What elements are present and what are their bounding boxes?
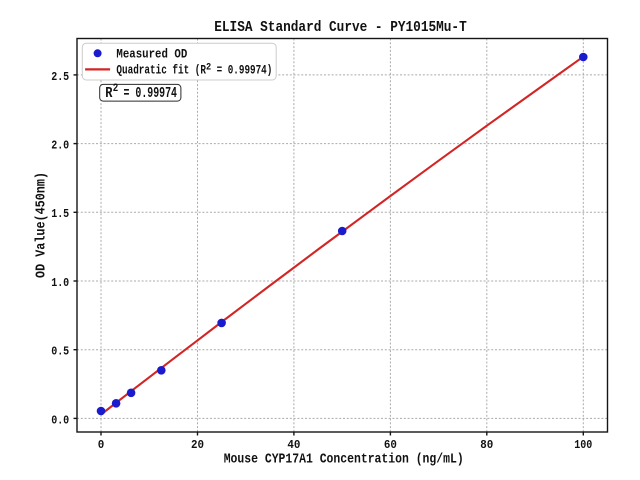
svg-text:Quadratic fit (R: Quadratic fit (R (116, 63, 206, 78)
svg-text:2: 2 (206, 62, 211, 73)
svg-text:2.0: 2.0 (51, 139, 69, 153)
svg-text:1.5: 1.5 (51, 207, 69, 221)
svg-text:OD Value(450nm): OD Value(450nm) (34, 172, 49, 278)
svg-text:20: 20 (191, 438, 204, 452)
svg-text:ELISA Standard Curve - PY1015M: ELISA Standard Curve - PY1015Mu-T (214, 19, 467, 36)
svg-text:100: 100 (574, 438, 592, 452)
svg-text:0.5: 0.5 (51, 345, 69, 359)
svg-text:1.0: 1.0 (51, 276, 69, 290)
svg-text:Measured OD: Measured OD (116, 46, 187, 61)
svg-text:= 0.99974): = 0.99974) (217, 63, 273, 78)
svg-text:80: 80 (480, 438, 493, 452)
svg-text:60: 60 (384, 438, 397, 452)
svg-text:0: 0 (98, 438, 105, 452)
svg-text:2.5: 2.5 (51, 70, 69, 84)
svg-text:= 0.99974: = 0.99974 (124, 85, 178, 102)
svg-text:0.0: 0.0 (51, 413, 69, 427)
svg-text:Mouse CYP17A1 Concentration (n: Mouse CYP17A1 Concentration (ng/mL) (224, 452, 464, 467)
svg-text:2: 2 (113, 83, 119, 95)
svg-text:R: R (105, 85, 112, 102)
svg-text:40: 40 (287, 438, 300, 452)
